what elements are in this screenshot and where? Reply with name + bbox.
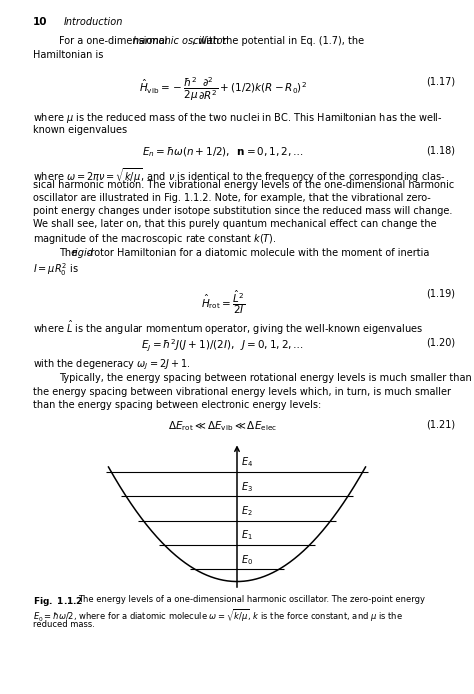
- Text: $E_0$: $E_0$: [241, 553, 254, 567]
- Text: , with the potential in Eq. (1.7), the: , with the potential in Eq. (1.7), the: [192, 36, 364, 46]
- Text: Typically, the energy spacing between rotational energy levels is much smaller t: Typically, the energy spacing between ro…: [59, 373, 472, 383]
- Text: $\Delta E_{\mathrm{rot}} \ll \Delta E_{\mathrm{vib}} \ll \Delta E_{\mathrm{elec}: $\Delta E_{\mathrm{rot}} \ll \Delta E_{\…: [168, 419, 277, 433]
- Text: known eigenvalues: known eigenvalues: [33, 125, 128, 135]
- Text: (1.17): (1.17): [426, 76, 455, 86]
- Text: For a one-dimensional: For a one-dimensional: [59, 36, 171, 46]
- Text: Introduction: Introduction: [64, 17, 123, 26]
- Text: where $\omega = 2\pi\nu = \sqrt{k/\mu}$, and $\nu$ is identical to the frequency: where $\omega = 2\pi\nu = \sqrt{k/\mu}$,…: [33, 167, 446, 185]
- Text: The energy levels of a one-dimensional harmonic oscillator. The zero-point energ: The energy levels of a one-dimensional h…: [78, 595, 425, 604]
- Text: magnitude of the macroscopic rate constant $k(T)$.: magnitude of the macroscopic rate consta…: [33, 232, 277, 246]
- Text: where $\mu$ is the reduced mass of the two nuclei in BC. This Hamiltonian has th: where $\mu$ is the reduced mass of the t…: [33, 111, 443, 125]
- Text: rigid: rigid: [72, 248, 94, 258]
- Text: where $\hat{L}$ is the angular momentum operator, giving the well-known eigenval: where $\hat{L}$ is the angular momentum …: [33, 319, 423, 337]
- Text: We shall see, later on, that this purely quantum mechanical effect can change th: We shall see, later on, that this purely…: [33, 219, 437, 229]
- Text: Hamiltonian is: Hamiltonian is: [33, 50, 103, 60]
- Text: $E_3$: $E_3$: [241, 480, 253, 493]
- Text: (1.20): (1.20): [426, 338, 455, 348]
- Text: $I = \mu R_0^2$ is: $I = \mu R_0^2$ is: [33, 262, 79, 278]
- Text: $E_J = \hbar^2 J(J + 1)/(2I),\;\; J = 0, 1, 2, \ldots$: $E_J = \hbar^2 J(J + 1)/(2I),\;\; J = 0,…: [141, 338, 304, 354]
- Text: $E_2$: $E_2$: [241, 505, 253, 518]
- Text: 10: 10: [33, 17, 48, 26]
- Text: with the degeneracy $\omega_J = 2J + 1$.: with the degeneracy $\omega_J = 2J + 1$.: [33, 357, 191, 372]
- Text: (1.21): (1.21): [426, 419, 455, 429]
- Text: $E_0 = \hbar\omega/2$, where for a diatomic molecule $\omega = \sqrt{k/\mu}$, $k: $E_0 = \hbar\omega/2$, where for a diato…: [33, 607, 403, 624]
- Text: reduced mass.: reduced mass.: [33, 620, 95, 629]
- Text: $\hat{H}_{\mathrm{rot}} = \dfrac{\hat{L}^2}{2I}$: $\hat{H}_{\mathrm{rot}} = \dfrac{\hat{L}…: [201, 288, 245, 316]
- Text: -rotor Hamiltonian for a diatomic molecule with the moment of inertia: -rotor Hamiltonian for a diatomic molecu…: [87, 248, 429, 258]
- Text: (1.18): (1.18): [426, 146, 455, 155]
- Text: $E_1$: $E_1$: [241, 529, 253, 543]
- Text: point energy changes under isotope substitution since the reduced mass will chan: point energy changes under isotope subst…: [33, 206, 453, 216]
- Text: $E_n = \hbar\omega(n + 1/2),\;\; \mathbf{n} = 0, 1, 2, \ldots$: $E_n = \hbar\omega(n + 1/2),\;\; \mathbf…: [142, 146, 304, 160]
- Text: (1.19): (1.19): [426, 288, 455, 298]
- Text: oscillator are illustrated in Fig. 1.1.2. Note, for example, that the vibrationa: oscillator are illustrated in Fig. 1.1.2…: [33, 193, 431, 203]
- Text: harmonic oscillator: harmonic oscillator: [133, 36, 227, 46]
- Text: The: The: [59, 248, 81, 258]
- Text: $E_4$: $E_4$: [241, 455, 254, 469]
- Text: the energy spacing between vibrational energy levels which, in turn, is much sma: the energy spacing between vibrational e…: [33, 387, 451, 396]
- Text: $\mathbf{Fig.\ 1.1.2}$: $\mathbf{Fig.\ 1.1.2}$: [33, 595, 83, 608]
- Text: sical harmonic motion. The vibrational energy levels of the one-dimensional harm: sical harmonic motion. The vibrational e…: [33, 180, 455, 189]
- Text: than the energy spacing between electronic energy levels:: than the energy spacing between electron…: [33, 400, 321, 409]
- Text: $\hat{H}_{\mathrm{vib}} = -\dfrac{\hbar^2}{2\mu}\dfrac{\partial^2}{\partial R^2}: $\hat{H}_{\mathrm{vib}} = -\dfrac{\hbar^…: [139, 76, 307, 103]
